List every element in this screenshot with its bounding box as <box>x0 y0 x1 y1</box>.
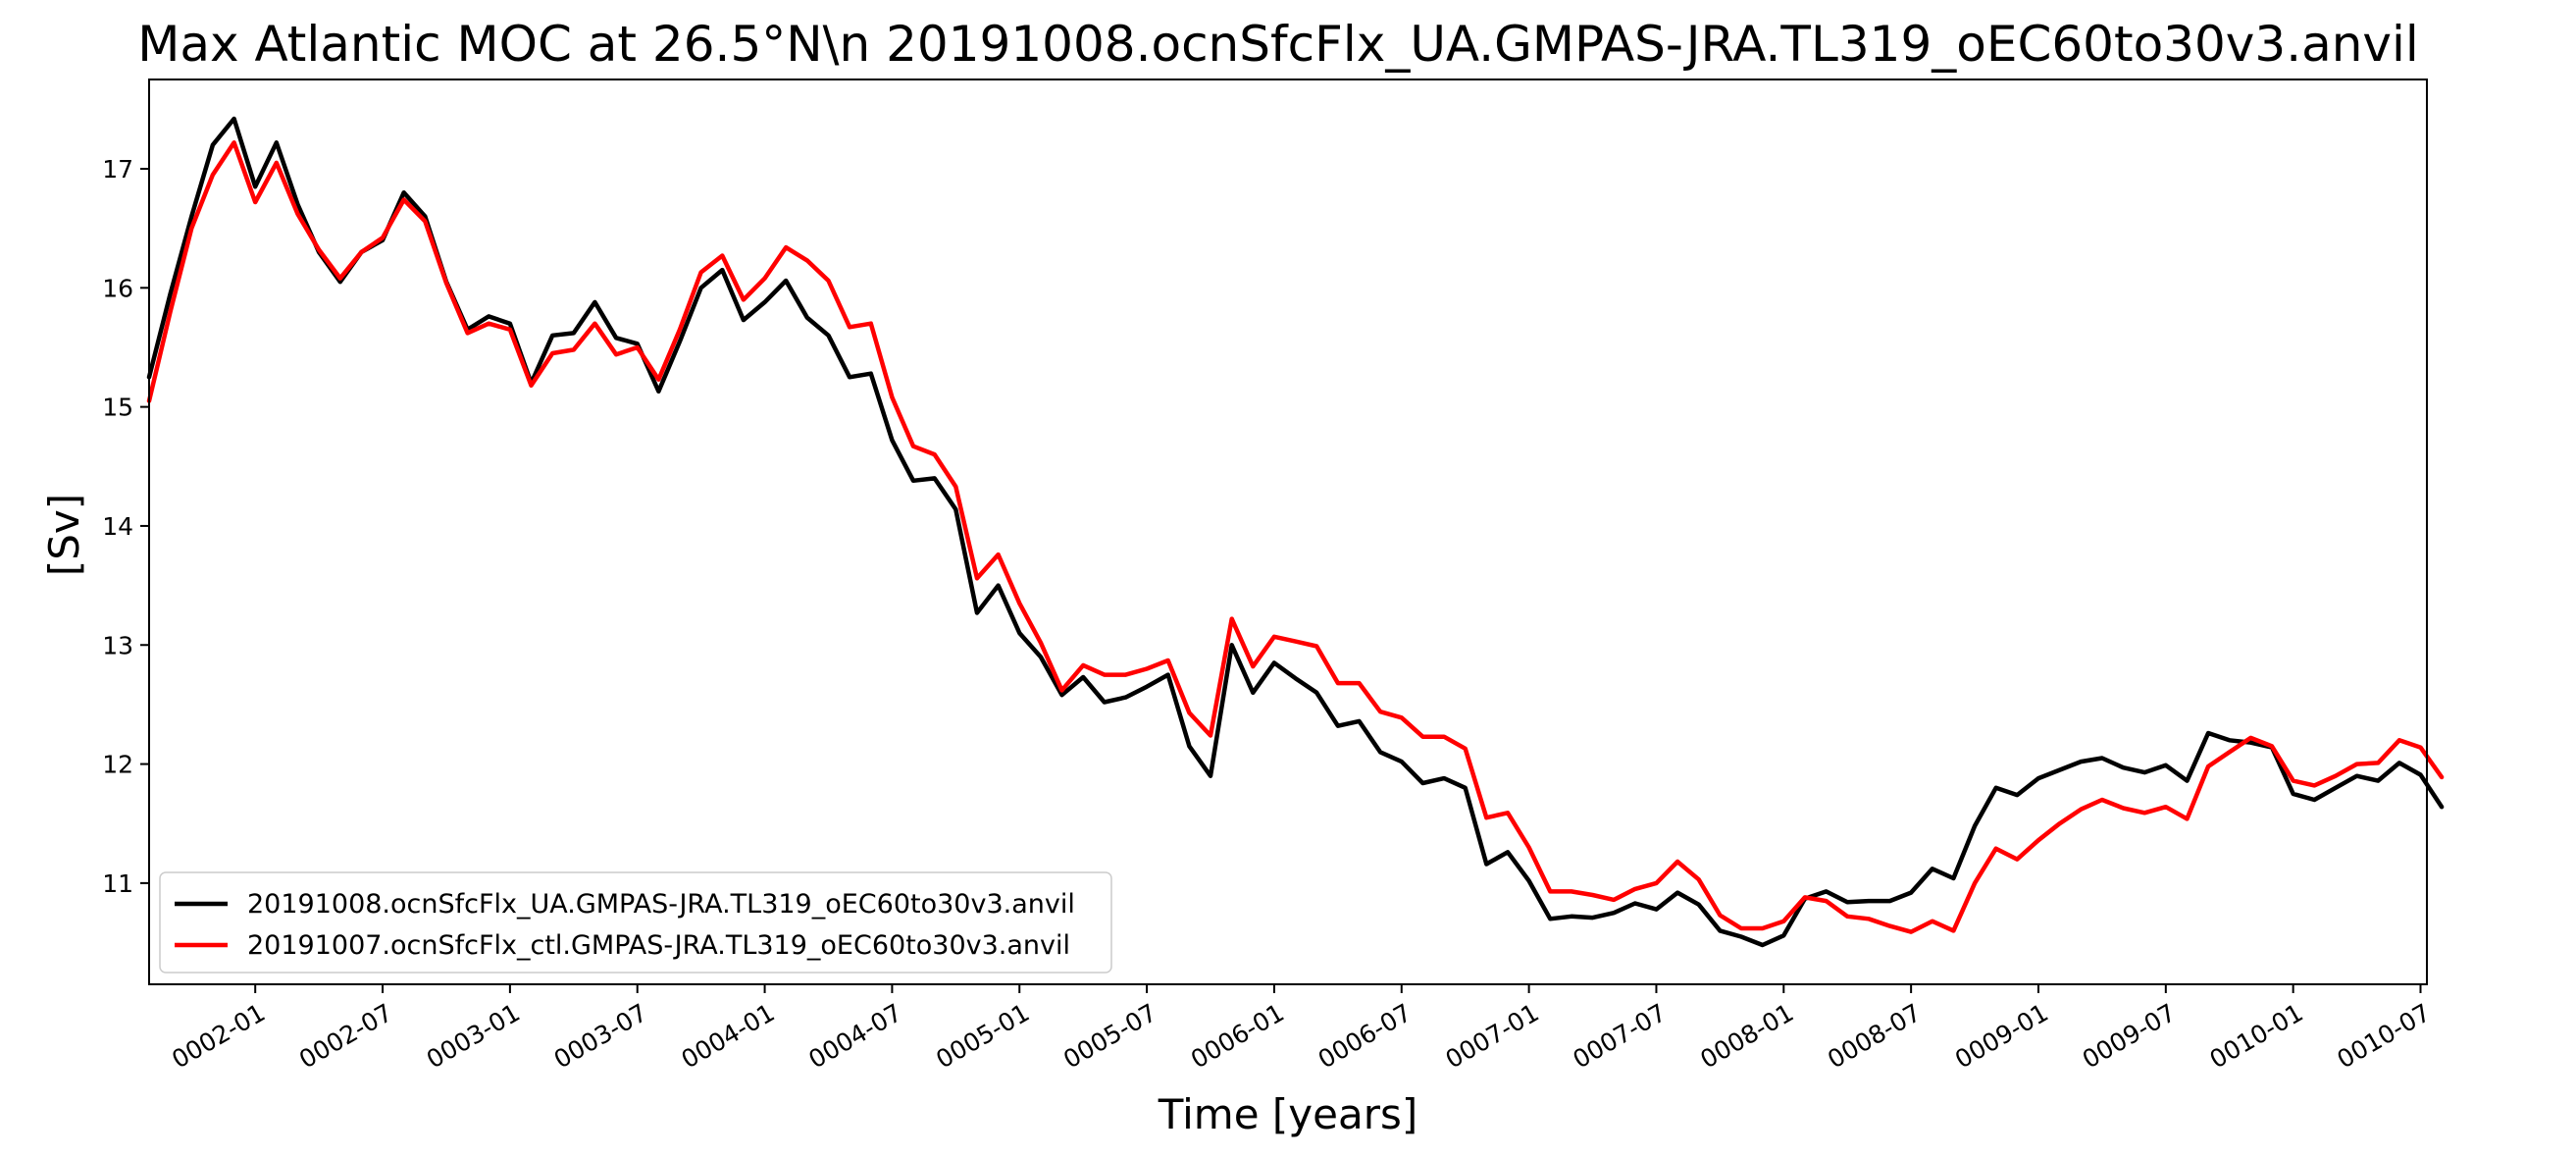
series-line-1 <box>146 140 2445 934</box>
axes-frame <box>148 79 2428 985</box>
y-tick-label: 17 <box>102 155 133 184</box>
y-axis-ticks: 11 12 13 14 15 16 17 <box>102 155 149 898</box>
y-tick-label: 11 <box>102 869 133 898</box>
y-axis-label: [Sv] <box>40 494 88 576</box>
x-axis-label: Time [years] <box>1158 1090 1418 1138</box>
legend-box <box>159 871 1112 974</box>
y-tick-label: 15 <box>102 394 133 422</box>
legend: 20191008.ocnSfcFlx_UA.GMPAS-JRA.TL319_oE… <box>159 871 1112 974</box>
chart-title: Max Atlantic MOC at 26.5°N\n 20191008.oc… <box>137 16 2419 73</box>
y-tick-label: 14 <box>102 512 133 541</box>
plot-area <box>146 79 2445 985</box>
series-layer <box>146 116 2445 948</box>
y-tick-label: 16 <box>102 274 133 302</box>
legend-label-ua: 20191008.ocnSfcFlx_UA.GMPAS-JRA.TL319_oE… <box>247 889 1075 920</box>
legend-label-ctl: 20191007.ocnSfcFlx_ctl.GMPAS-JRA.TL319_o… <box>247 930 1070 961</box>
y-tick-label: 12 <box>102 751 133 779</box>
y-tick-label: 13 <box>102 631 133 659</box>
